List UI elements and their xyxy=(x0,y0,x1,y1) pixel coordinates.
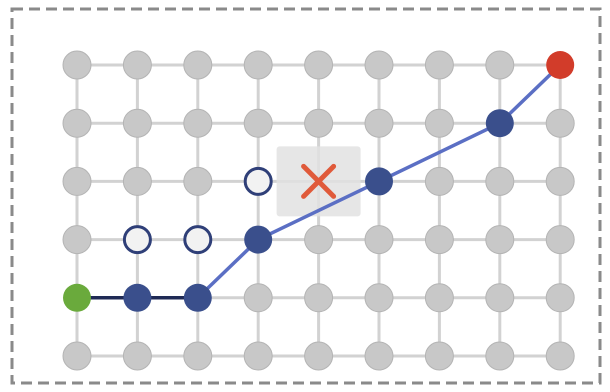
grid-node xyxy=(243,50,273,80)
start-node xyxy=(63,283,91,312)
grid-node xyxy=(545,283,575,313)
grid-nodes xyxy=(62,50,575,371)
grid-node xyxy=(485,50,515,80)
path-node xyxy=(244,225,273,254)
grid-node xyxy=(364,50,394,80)
grid-node xyxy=(122,341,152,371)
grid-node xyxy=(122,108,152,138)
grid-node xyxy=(424,166,454,196)
open-node xyxy=(243,166,273,196)
goal-node xyxy=(546,51,575,79)
grid-node xyxy=(122,50,152,80)
grid-node xyxy=(364,225,394,255)
grid-node xyxy=(364,341,394,371)
grid-node xyxy=(545,166,575,196)
x-mark-icon xyxy=(301,163,337,199)
grid-node xyxy=(304,341,334,371)
grid-node xyxy=(62,225,92,255)
grid-node xyxy=(243,283,273,313)
grid-node xyxy=(183,50,213,80)
grid-node xyxy=(304,108,334,138)
grid-node xyxy=(424,283,454,313)
grid-node xyxy=(424,341,454,371)
grid-node xyxy=(304,283,334,313)
path-node xyxy=(183,283,212,312)
route-edge xyxy=(377,121,502,184)
grid-node xyxy=(62,108,92,138)
grid-node xyxy=(243,108,273,138)
grid-node xyxy=(243,341,273,371)
grid-node xyxy=(183,108,213,138)
grid-node xyxy=(364,108,394,138)
grid-node xyxy=(364,283,394,313)
grid-node xyxy=(485,283,515,313)
grid-node xyxy=(122,166,152,196)
open-node xyxy=(183,225,213,255)
path-node xyxy=(123,283,152,312)
grid-node xyxy=(424,50,454,80)
open-node xyxy=(122,225,152,255)
grid-node xyxy=(424,225,454,255)
grid-node xyxy=(62,341,92,371)
grid-node xyxy=(545,108,575,138)
grid-node xyxy=(485,225,515,255)
path-node xyxy=(485,109,514,138)
grid-node xyxy=(62,50,92,80)
route-edge xyxy=(256,179,381,242)
x-mark-stroke xyxy=(301,163,337,199)
grid-node xyxy=(485,166,515,196)
grid-node xyxy=(183,166,213,196)
grid-node xyxy=(62,166,92,196)
marker-layer xyxy=(301,163,337,199)
diagram-frame xyxy=(10,7,602,385)
grid-node xyxy=(183,341,213,371)
grid-node xyxy=(545,225,575,255)
grid-node xyxy=(304,50,334,80)
path-node xyxy=(365,167,393,196)
grid-node xyxy=(545,341,575,371)
grid-node xyxy=(304,225,334,255)
grid-node xyxy=(424,108,454,138)
grid-node xyxy=(485,341,515,371)
